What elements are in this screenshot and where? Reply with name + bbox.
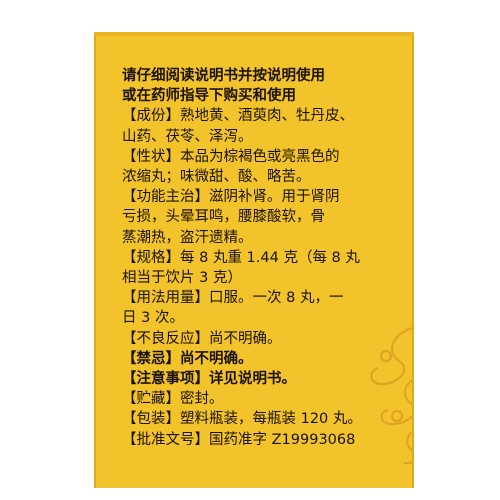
section-text: 密封。 xyxy=(180,391,224,408)
header-line-2: 或在药师指导下购买和使用 xyxy=(122,88,296,105)
section-text: 国药准字 Z19993068 xyxy=(209,431,356,448)
section-tag: 【性状】 xyxy=(122,148,180,165)
section-text: 每 8 丸重 1.44 克（每 8 丸 xyxy=(180,249,360,266)
section-text: 相当于饮片 3 克） xyxy=(122,270,242,287)
section-tag: 【包装】 xyxy=(122,411,180,428)
header-line-1: 请仔细阅读说明书并按说明使用 xyxy=(122,68,325,84)
section-specification: 【规格】每 8 丸重 1.44 克（每 8 丸 相当于饮片 3 克） xyxy=(122,248,392,288)
section-indications: 【功能主治】滋阴补肾。用于肾阴 亏损，头晕耳鸣，腰膝酸软，骨 蒸潮热，盗汗遗精。 xyxy=(122,187,392,248)
section-tag: 【功能主治】 xyxy=(122,189,209,206)
section-tag: 【规格】 xyxy=(122,249,180,266)
section-storage: 【贮藏】密封。 xyxy=(122,389,392,409)
section-tag: 【不良反应】 xyxy=(122,330,209,347)
section-text: 尚不明确。 xyxy=(209,330,282,347)
box-top-edge xyxy=(94,32,414,37)
section-precautions: 【注意事项】详见说明书。 xyxy=(122,369,392,389)
section-tag: 【用法用量】 xyxy=(122,290,209,307)
section-text: 亏损，头晕耳鸣，腰膝酸软，骨 xyxy=(122,209,325,226)
section-properties: 【性状】本品为棕褐色或亮黑色的 浓缩丸；味微甜、酸、略苦。 xyxy=(122,147,392,187)
cloud-ornament-icon xyxy=(370,327,412,465)
section-contraindications: 【禁忌】尚不明确。 xyxy=(122,349,392,369)
section-approval-number: 【批准文号】国药准字 Z19993068 xyxy=(122,430,392,450)
section-tag: 【批准文号】 xyxy=(122,431,209,448)
section-text: 浓缩丸；味微甜、酸、略苦。 xyxy=(122,169,311,186)
section-text: 日 3 次。 xyxy=(122,310,184,327)
section-text: 本品为棕褐色或亮黑色的 xyxy=(180,148,340,165)
section-tag: 【贮藏】 xyxy=(122,391,180,408)
section-text: 滋阴补肾。用于肾阴 xyxy=(209,189,340,206)
section-text: 详见说明书。 xyxy=(209,371,296,388)
section-text: 塑料瓶装，每瓶装 120 丸。 xyxy=(180,411,362,428)
instructions-text-block: 请仔细阅读说明书并按说明使用 或在药师指导下购买和使用 【成份】熟地黄、酒萸肉、… xyxy=(122,66,392,450)
section-adverse-reactions: 【不良反应】尚不明确。 xyxy=(122,329,392,349)
section-text: 山药、茯苓、泽泻。 xyxy=(122,128,253,145)
section-text: 尚不明确。 xyxy=(180,350,253,367)
medicine-box-panel xyxy=(94,36,414,488)
section-text: 口服。一次 8 丸，一 xyxy=(209,290,344,307)
section-dosage: 【用法用量】口服。一次 8 丸，一 日 3 次。 xyxy=(122,288,392,328)
section-text: 蒸潮热，盗汗遗精。 xyxy=(122,229,253,246)
section-text: 熟地黄、酒萸肉、牡丹皮、 xyxy=(180,108,354,125)
section-tag: 【注意事项】 xyxy=(122,371,209,388)
section-package: 【包装】塑料瓶装，每瓶装 120 丸。 xyxy=(122,409,392,429)
section-ingredients: 【成份】熟地黄、酒萸肉、牡丹皮、 山药、茯苓、泽泻。 xyxy=(122,106,392,146)
section-tag: 【禁忌】 xyxy=(122,350,180,367)
section-tag: 【成份】 xyxy=(122,108,180,125)
